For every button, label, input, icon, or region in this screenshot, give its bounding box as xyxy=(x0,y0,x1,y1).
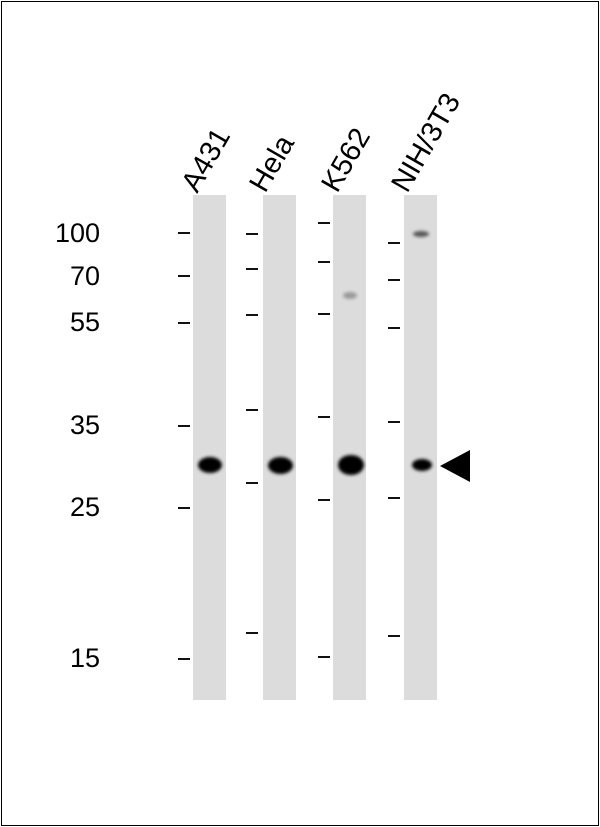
marker-tick xyxy=(178,507,190,509)
mw-label-35: 35 xyxy=(69,410,100,440)
band-nih3t3 xyxy=(412,459,432,471)
marker-tick xyxy=(178,275,190,277)
marker-tick xyxy=(388,635,400,637)
band-a431 xyxy=(198,457,222,473)
marker-tick xyxy=(318,222,330,224)
marker-tick xyxy=(318,261,330,263)
band-k562-faint xyxy=(343,292,357,299)
marker-tick xyxy=(178,322,190,324)
marker-tick xyxy=(388,421,400,423)
mw-label-15: 15 xyxy=(69,643,100,673)
marker-tick xyxy=(318,499,330,501)
marker-tick xyxy=(246,482,258,484)
band-k562 xyxy=(338,455,364,475)
lane-hela xyxy=(263,195,296,700)
mw-label-55: 55 xyxy=(69,307,100,337)
lane-k562 xyxy=(333,195,366,700)
marker-tick xyxy=(178,658,190,660)
lane-a431 xyxy=(193,195,226,700)
band-nih3t3-100kda xyxy=(413,231,429,237)
marker-tick xyxy=(318,656,330,658)
marker-tick xyxy=(318,416,330,418)
marker-tick xyxy=(246,314,258,316)
band-hela xyxy=(268,457,293,474)
mw-label-70: 70 xyxy=(69,261,100,291)
marker-tick xyxy=(246,233,258,235)
marker-tick xyxy=(178,232,190,234)
target-band-arrow-icon xyxy=(440,450,470,482)
marker-tick xyxy=(246,632,258,634)
mw-label-25: 25 xyxy=(69,492,100,522)
marker-tick xyxy=(388,242,400,244)
marker-tick xyxy=(388,279,400,281)
marker-tick xyxy=(246,268,258,270)
marker-tick xyxy=(246,409,258,411)
lane-nih3t3 xyxy=(404,195,437,700)
marker-tick xyxy=(178,425,190,427)
marker-tick xyxy=(388,497,400,499)
marker-tick xyxy=(388,327,400,329)
mw-label-100: 100 xyxy=(54,218,100,248)
marker-tick xyxy=(318,313,330,315)
